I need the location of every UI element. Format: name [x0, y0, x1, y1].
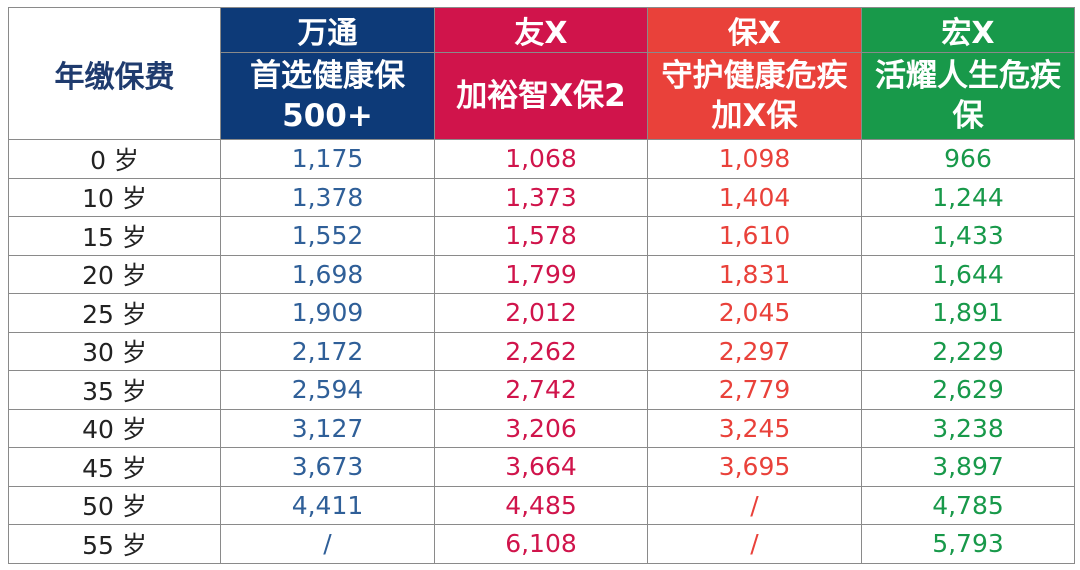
product-header: 活耀人生危疾保	[861, 52, 1075, 140]
age-cell: 20 岁	[8, 254, 221, 294]
age-cell: 35 岁	[8, 370, 221, 410]
premium-cell: 1,244	[861, 177, 1075, 217]
premium-cell: 6,108	[434, 524, 648, 564]
premium-cell: 2,012	[434, 293, 648, 333]
premium-cell: 2,594	[220, 370, 435, 410]
age-cell: 45 岁	[8, 447, 221, 487]
premium-cell: 2,779	[647, 370, 862, 410]
premium-cell: 2,262	[434, 331, 648, 371]
premium-cell: 1,378	[220, 177, 435, 217]
company-header: 宏X	[861, 7, 1075, 53]
premium-cell: 1,610	[647, 216, 862, 256]
premium-cell: 1,891	[861, 293, 1075, 333]
premium-cell: 4,485	[434, 485, 648, 525]
table-row: 10 岁 1,378 1,373 1,404 1,244	[8, 177, 1075, 217]
table-row: 45 岁 3,673 3,664 3,695 3,897	[8, 447, 1075, 487]
premium-cell: 3,673	[220, 447, 435, 487]
premium-cell: 5,793	[861, 524, 1075, 564]
product-header: 加裕智X保2	[434, 52, 648, 140]
premium-cell: 2,742	[434, 370, 648, 410]
table-row: 55 岁/6,108/5,793	[8, 524, 1075, 564]
table-row: 25 岁 1,909 2,012 2,045 1,891	[8, 293, 1075, 333]
company-header: 友X	[434, 7, 648, 53]
premium-cell: 1,578	[434, 216, 648, 256]
premium-cell: 1,552	[220, 216, 435, 256]
premium-cell: 3,206	[434, 408, 648, 448]
premium-cell: 2,172	[220, 331, 435, 371]
premium-cell: 1,644	[861, 254, 1075, 294]
premium-cell: 966	[861, 139, 1075, 179]
age-cell: 40 岁	[8, 408, 221, 448]
premium-cell: 2,045	[647, 293, 862, 333]
premium-cell: 1,098	[647, 139, 862, 179]
age-cell: 25 岁	[8, 293, 221, 333]
age-cell: 15 岁	[8, 216, 221, 256]
premium-cell: 3,245	[647, 408, 862, 448]
premium-cell: 1,698	[220, 254, 435, 294]
premium-cell: 1,799	[434, 254, 648, 294]
corner-header: 年缴保费	[8, 7, 221, 140]
table-row: 35 岁 2,594 2,742 2,779 2,629	[8, 370, 1075, 410]
premium-cell: 3,695	[647, 447, 862, 487]
age-cell: 55 岁	[8, 524, 221, 564]
company-header: 保X	[647, 7, 862, 53]
premium-cell: /	[647, 485, 862, 525]
premium-cell: 3,897	[861, 447, 1075, 487]
premium-cell: 1,433	[861, 216, 1075, 256]
table-row: 0 岁 1,175 1,068 1,098 966	[8, 139, 1075, 179]
product-header: 守护健康危疾加X保	[647, 52, 862, 140]
table-row: 50 岁 4,411 4,485/4,785	[8, 485, 1075, 525]
premium-cell: 3,127	[220, 408, 435, 448]
premium-cell: 1,404	[647, 177, 862, 217]
table-row: 15 岁 1,552 1,578 1,610 1,433	[8, 216, 1075, 256]
premium-cell: 2,229	[861, 331, 1075, 371]
age-cell: 50 岁	[8, 485, 221, 525]
premium-cell: 3,664	[434, 447, 648, 487]
age-cell: 0 岁	[8, 139, 221, 179]
table-row: 40 岁 3,127 3,206 3,245 3,238	[8, 408, 1075, 448]
premium-cell: 1,175	[220, 139, 435, 179]
age-cell: 10 岁	[8, 177, 221, 217]
premium-cell: 1,909	[220, 293, 435, 333]
premium-cell: /	[220, 524, 435, 564]
age-cell: 30 岁	[8, 331, 221, 371]
premium-table: 年缴保费 万通 友X 保X 宏X 首选健康保500+ 加裕智X保2 守护健康危疾加X保 活耀人…	[8, 7, 1075, 564]
table-row: 20 岁 1,698 1,799 1,831 1,644	[8, 254, 1075, 294]
premium-cell: 3,238	[861, 408, 1075, 448]
premium-cell: 4,785	[861, 485, 1075, 525]
company-header: 万通	[220, 7, 435, 53]
premium-cell: 4,411	[220, 485, 435, 525]
premium-cell: 2,629	[861, 370, 1075, 410]
table-row: 30 岁 2,172 2,262 2,297 2,229	[8, 331, 1075, 371]
premium-cell: 1,373	[434, 177, 648, 217]
premium-cell: 1,068	[434, 139, 648, 179]
premium-cell: /	[647, 524, 862, 564]
premium-cell: 2,297	[647, 331, 862, 371]
premium-cell: 1,831	[647, 254, 862, 294]
product-header: 首选健康保500+	[220, 52, 435, 140]
